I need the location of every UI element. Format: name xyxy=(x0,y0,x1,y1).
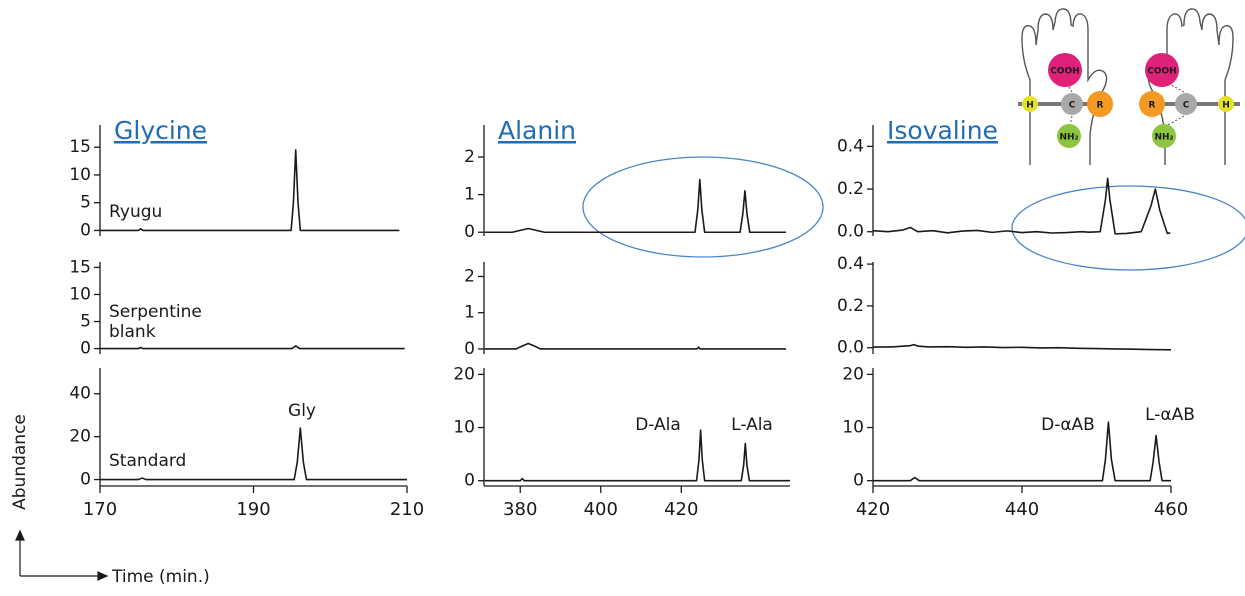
atom xyxy=(1061,93,1083,115)
peak-label: L-αAB xyxy=(1145,405,1195,425)
atom xyxy=(1218,96,1234,112)
x-tick-label: 170 xyxy=(83,499,117,520)
chart-title: Isovaline xyxy=(887,116,998,145)
atom-label: R xyxy=(1149,101,1156,111)
trace xyxy=(872,177,1171,235)
atom-label: COOH xyxy=(1147,67,1176,77)
trace xyxy=(100,149,400,232)
atom-label: C xyxy=(1183,101,1190,111)
atom xyxy=(1139,91,1165,117)
y-tick-label: 0 xyxy=(80,339,91,359)
x-tick-label: 440 xyxy=(1005,499,1039,520)
y-tick-label: 0.4 xyxy=(837,136,864,156)
x-tick-label: 420 xyxy=(856,499,890,520)
arrow-head xyxy=(97,571,109,581)
y-tick-label: 5 xyxy=(80,312,91,332)
y-tick-label: 40 xyxy=(69,384,91,404)
atom-label: NH₂ xyxy=(1154,133,1173,143)
x-tick-label: 210 xyxy=(390,499,424,520)
atom-label: H xyxy=(1222,101,1230,111)
highlight-ellipse xyxy=(1011,185,1245,271)
highlights xyxy=(582,156,1245,271)
row-label: Standard xyxy=(109,451,186,471)
peak-label: Gly xyxy=(288,401,316,421)
atom-label: H xyxy=(1026,101,1034,111)
atom-label: R xyxy=(1097,101,1104,111)
atom-label: COOH xyxy=(1050,67,1079,77)
x-tick-label: 190 xyxy=(236,499,270,520)
atom xyxy=(1048,53,1082,87)
y-tick-label: 0.0 xyxy=(837,338,864,358)
trace xyxy=(484,342,786,350)
y-tick-label: 5 xyxy=(80,193,91,213)
atom xyxy=(1022,96,1038,112)
y-tick-label: 15 xyxy=(69,137,91,157)
peak-label: L-Ala xyxy=(731,415,773,435)
atom-label: C xyxy=(1069,101,1076,111)
y-tick-label: 0.2 xyxy=(837,179,864,199)
y-tick-label: 2 xyxy=(464,266,475,286)
y-tick-label: 0 xyxy=(80,220,91,240)
row-label: Ryugu xyxy=(109,202,162,222)
y-tick-label: 0 xyxy=(853,471,864,491)
x-tick-label: 420 xyxy=(664,499,698,520)
trace xyxy=(484,178,786,234)
y-tick-label: 0 xyxy=(464,222,475,242)
y-tick-label: 0.0 xyxy=(837,222,864,242)
axis-arrows xyxy=(15,529,109,581)
chart-title: Glycine xyxy=(114,116,207,145)
y-tick-label: 0 xyxy=(464,339,475,359)
chart-title: Alanin xyxy=(498,116,576,145)
molecules: COOH H C R NH₂ COOH R C H NH₂ xyxy=(1018,53,1240,148)
trace xyxy=(873,421,1171,482)
y-tick-label: 15 xyxy=(69,257,91,277)
atom-label: NH₂ xyxy=(1059,133,1078,143)
y-tick-label: 20 xyxy=(842,364,864,384)
y-tick-label: 20 xyxy=(453,364,475,384)
y-tick-label: 10 xyxy=(69,284,91,304)
y-tick-label: 10 xyxy=(842,418,864,438)
atom xyxy=(1175,93,1197,115)
peak-label: D-αAB xyxy=(1041,415,1095,435)
row-label: blank xyxy=(109,322,156,342)
arrow-head xyxy=(15,529,25,541)
x-tick-label: 460 xyxy=(1154,499,1188,520)
atom xyxy=(1152,124,1176,148)
y-axis-label: Abundance xyxy=(10,414,30,510)
y-tick-label: 2 xyxy=(464,147,475,167)
trace xyxy=(100,427,407,481)
atom xyxy=(1087,91,1113,117)
trace xyxy=(100,345,405,350)
trace xyxy=(484,429,790,482)
row-label: Serpentine xyxy=(109,302,202,322)
hands-diagram xyxy=(1021,8,1234,165)
y-tick-label: 10 xyxy=(69,165,91,185)
y-tick-label: 0 xyxy=(464,471,475,491)
y-tick-label: 20 xyxy=(69,427,91,447)
trace xyxy=(872,343,1172,351)
y-tick-label: 1 xyxy=(464,303,475,323)
x-tick-label: 380 xyxy=(503,499,537,520)
y-tick-label: 0 xyxy=(80,470,91,490)
y-tick-label: 10 xyxy=(453,418,475,438)
y-tick-label: 0.2 xyxy=(837,296,864,316)
atom xyxy=(1057,124,1081,148)
x-axis-label: Time (min.) xyxy=(111,567,210,587)
peak-label: D-Ala xyxy=(635,415,681,435)
highlight-ellipse xyxy=(582,156,824,258)
x-tick-label: 400 xyxy=(584,499,618,520)
y-tick-label: 0.4 xyxy=(837,254,864,274)
bond xyxy=(1165,115,1185,127)
atom xyxy=(1145,53,1179,87)
left-hand xyxy=(1021,8,1108,165)
y-tick-label: 1 xyxy=(464,185,475,205)
